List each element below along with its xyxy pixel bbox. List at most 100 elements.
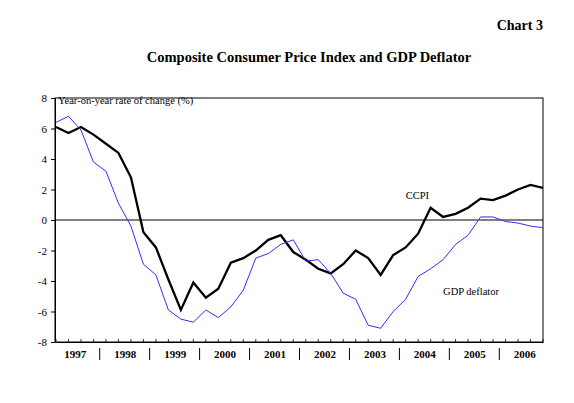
y-tick-mark — [51, 281, 55, 282]
quarter-tick — [218, 339, 219, 342]
y-axis-line — [51, 99, 56, 343]
x-axis-line — [57, 342, 544, 343]
quarter-tick — [430, 339, 431, 342]
quarter-tick — [143, 339, 144, 342]
quarter-tick — [56, 339, 57, 342]
quarter-tick — [68, 339, 69, 342]
y-tick: 4 — [42, 153, 56, 165]
quarter-tick — [543, 339, 544, 342]
quarter-tick — [268, 339, 269, 342]
x-tick-label: 1997 — [64, 348, 87, 360]
chart-label: Chart 3 — [497, 18, 543, 33]
quarter-tick — [318, 339, 319, 342]
year-separator — [199, 348, 200, 360]
y-tick-mark — [51, 98, 55, 99]
x-tick-label: 2003 — [364, 348, 387, 360]
quarter-tick — [230, 339, 231, 342]
y-tick-mark — [51, 251, 55, 252]
quarter-tick — [505, 339, 506, 342]
x-tick: 1997 — [57, 342, 87, 360]
y-tick-label: 0 — [42, 214, 48, 226]
quarter-tick — [255, 339, 256, 342]
y-tick: -6 — [38, 306, 55, 318]
quarter-tick — [405, 339, 406, 342]
quarter-tick — [355, 339, 356, 342]
quarter-tick — [305, 339, 306, 342]
year-separator — [449, 348, 450, 360]
quarter-tick — [243, 339, 244, 342]
y-tick-label: 2 — [42, 184, 48, 196]
quarter-tick — [105, 339, 106, 342]
x-tick-label: 2000 — [214, 348, 237, 360]
year-separator — [249, 348, 250, 360]
quarter-tick — [130, 339, 131, 342]
y-axis: -8 -6 -4 -2 0 2 4 6 8 — [38, 92, 56, 348]
quarter-tick — [493, 339, 494, 342]
year-separator — [149, 348, 150, 360]
plot-area — [56, 116, 543, 328]
y-tick-label: -6 — [38, 306, 48, 318]
x-tick-label: 2001 — [264, 348, 286, 360]
quarter-tick — [180, 339, 181, 342]
x-tick: 2003 — [356, 342, 386, 360]
x-tick-label: 2004 — [414, 348, 437, 360]
y-tick-label: -2 — [38, 245, 47, 257]
y-tick-label: 4 — [42, 153, 48, 165]
quarter-tick — [168, 339, 169, 342]
year-separator — [349, 348, 350, 360]
y-tick-label: -8 — [38, 336, 48, 348]
y-tick: -4 — [38, 275, 55, 287]
quarter-tick — [530, 339, 531, 342]
x-tick-label: 2002 — [314, 348, 337, 360]
quarter-tick — [193, 339, 194, 342]
annotation: GDP deflator — [443, 286, 499, 297]
quarter-tick — [80, 339, 81, 342]
y-tick: -8 — [38, 336, 55, 348]
quarter-tick — [280, 339, 281, 342]
y-tick-mark — [51, 342, 55, 343]
series-line — [56, 116, 543, 328]
y-tick: 6 — [42, 123, 56, 135]
title: Composite Consumer Price Index and GDP D… — [147, 49, 472, 65]
quarter-tick — [293, 339, 294, 342]
y-tick: 8 — [42, 92, 56, 104]
x-tick: 2002 — [306, 342, 336, 360]
x-tick: 2005 — [456, 342, 486, 360]
quarter-tick — [380, 339, 381, 342]
year-separator — [99, 348, 100, 360]
quarter-tick — [93, 339, 94, 342]
quarter-tick — [480, 339, 481, 342]
quarter-tick — [418, 339, 419, 342]
y-tick: -2 — [38, 245, 55, 257]
y-tick-mark — [51, 129, 55, 130]
y-tick-mark — [51, 312, 55, 313]
quarter-tick — [205, 339, 206, 342]
x-tick: 2000 — [206, 342, 236, 360]
quarter-tick — [455, 339, 456, 342]
y-tick-label: 8 — [42, 92, 48, 104]
y-tick: 0 — [42, 214, 56, 226]
y-axis-label: Year-on-year rate of change (%) — [58, 95, 194, 107]
year-separator — [499, 348, 500, 360]
y-tick-mark — [51, 220, 55, 221]
year-separator — [399, 348, 400, 360]
quarter-tick — [155, 339, 156, 342]
x-tick: 1998 — [106, 342, 136, 360]
y-tick-label: -4 — [38, 275, 48, 287]
year-separator — [299, 348, 300, 360]
y-tick: 2 — [42, 184, 56, 196]
series-line — [56, 127, 543, 310]
y-tick-mark — [51, 190, 55, 191]
x-tick: 2001 — [256, 342, 286, 360]
quarter-tick — [343, 339, 344, 342]
plot-frame — [55, 98, 543, 342]
x-tick: 2006 — [506, 342, 536, 360]
x-tick-label: 1998 — [114, 348, 137, 360]
y-tick-mark — [51, 159, 55, 160]
x-tick-label: 2006 — [514, 348, 537, 360]
quarter-tick — [393, 339, 394, 342]
x-tick-label: 1999 — [164, 348, 187, 360]
quarter-tick — [468, 339, 469, 342]
quarter-tick — [368, 339, 369, 342]
annotation: CCPI — [406, 190, 430, 201]
